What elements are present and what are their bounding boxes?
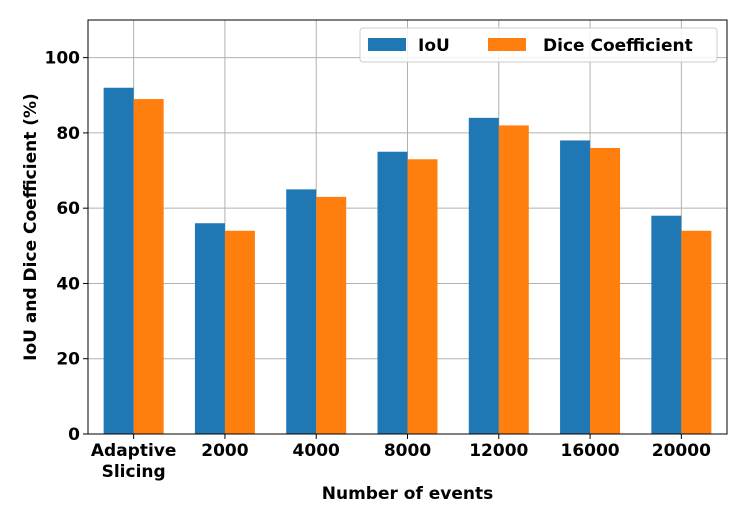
x-tick-label-6: 20000 bbox=[652, 441, 711, 461]
bar-dice-coefficient-0 bbox=[133, 99, 164, 434]
bar-iou-0 bbox=[103, 87, 134, 434]
x-tick-label-0-line-1: Slicing bbox=[102, 462, 166, 482]
legend-label-iou: IoU bbox=[418, 36, 450, 56]
bar-dice-coefficient-4 bbox=[498, 125, 529, 434]
bar-dice-coefficient-1 bbox=[224, 230, 255, 434]
x-axis-label: Number of events bbox=[322, 484, 494, 504]
bars-group bbox=[103, 87, 712, 435]
y-axis-ticks: 0 20 40 60 80 100 bbox=[45, 49, 88, 445]
x-tick-label-3: 8000 bbox=[384, 441, 431, 461]
y-tick-label-4: 80 bbox=[56, 124, 80, 144]
bar-iou-6 bbox=[651, 215, 682, 434]
x-tick-label-0-line-0: Adaptive bbox=[91, 441, 177, 461]
legend-box bbox=[359, 27, 718, 63]
bar-dice-coefficient-5 bbox=[590, 147, 621, 435]
bar-iou-2 bbox=[286, 189, 317, 434]
bar-iou-3 bbox=[377, 151, 408, 434]
legend-swatch-iou bbox=[368, 38, 406, 51]
y-tick-label-1: 20 bbox=[56, 350, 80, 370]
x-tick-label-2: 4000 bbox=[293, 441, 340, 461]
bar-iou-1 bbox=[194, 223, 225, 434]
bar-dice-coefficient-3 bbox=[407, 159, 438, 434]
bar-iou-4 bbox=[468, 117, 499, 434]
y-tick-label-0: 0 bbox=[68, 425, 80, 445]
bar-iou-5 bbox=[560, 140, 591, 434]
legend-swatch-dice-coefficient bbox=[488, 38, 526, 51]
legend: IoU Dice Coefficient bbox=[359, 27, 718, 63]
bar-dice-coefficient-6 bbox=[681, 230, 712, 434]
y-axis-label: IoU and Dice Coefficient (%) bbox=[21, 93, 41, 361]
y-tick-label-2: 40 bbox=[56, 274, 80, 294]
x-tick-label-4: 12000 bbox=[469, 441, 528, 461]
x-tick-label-1: 2000 bbox=[201, 441, 248, 461]
x-tick-label-5: 16000 bbox=[560, 441, 619, 461]
bar-dice-coefficient-2 bbox=[316, 196, 347, 434]
legend-label-dice-coefficient: Dice Coefficient bbox=[543, 36, 693, 56]
y-tick-label-5: 100 bbox=[45, 49, 81, 69]
y-tick-label-3: 60 bbox=[56, 199, 80, 219]
